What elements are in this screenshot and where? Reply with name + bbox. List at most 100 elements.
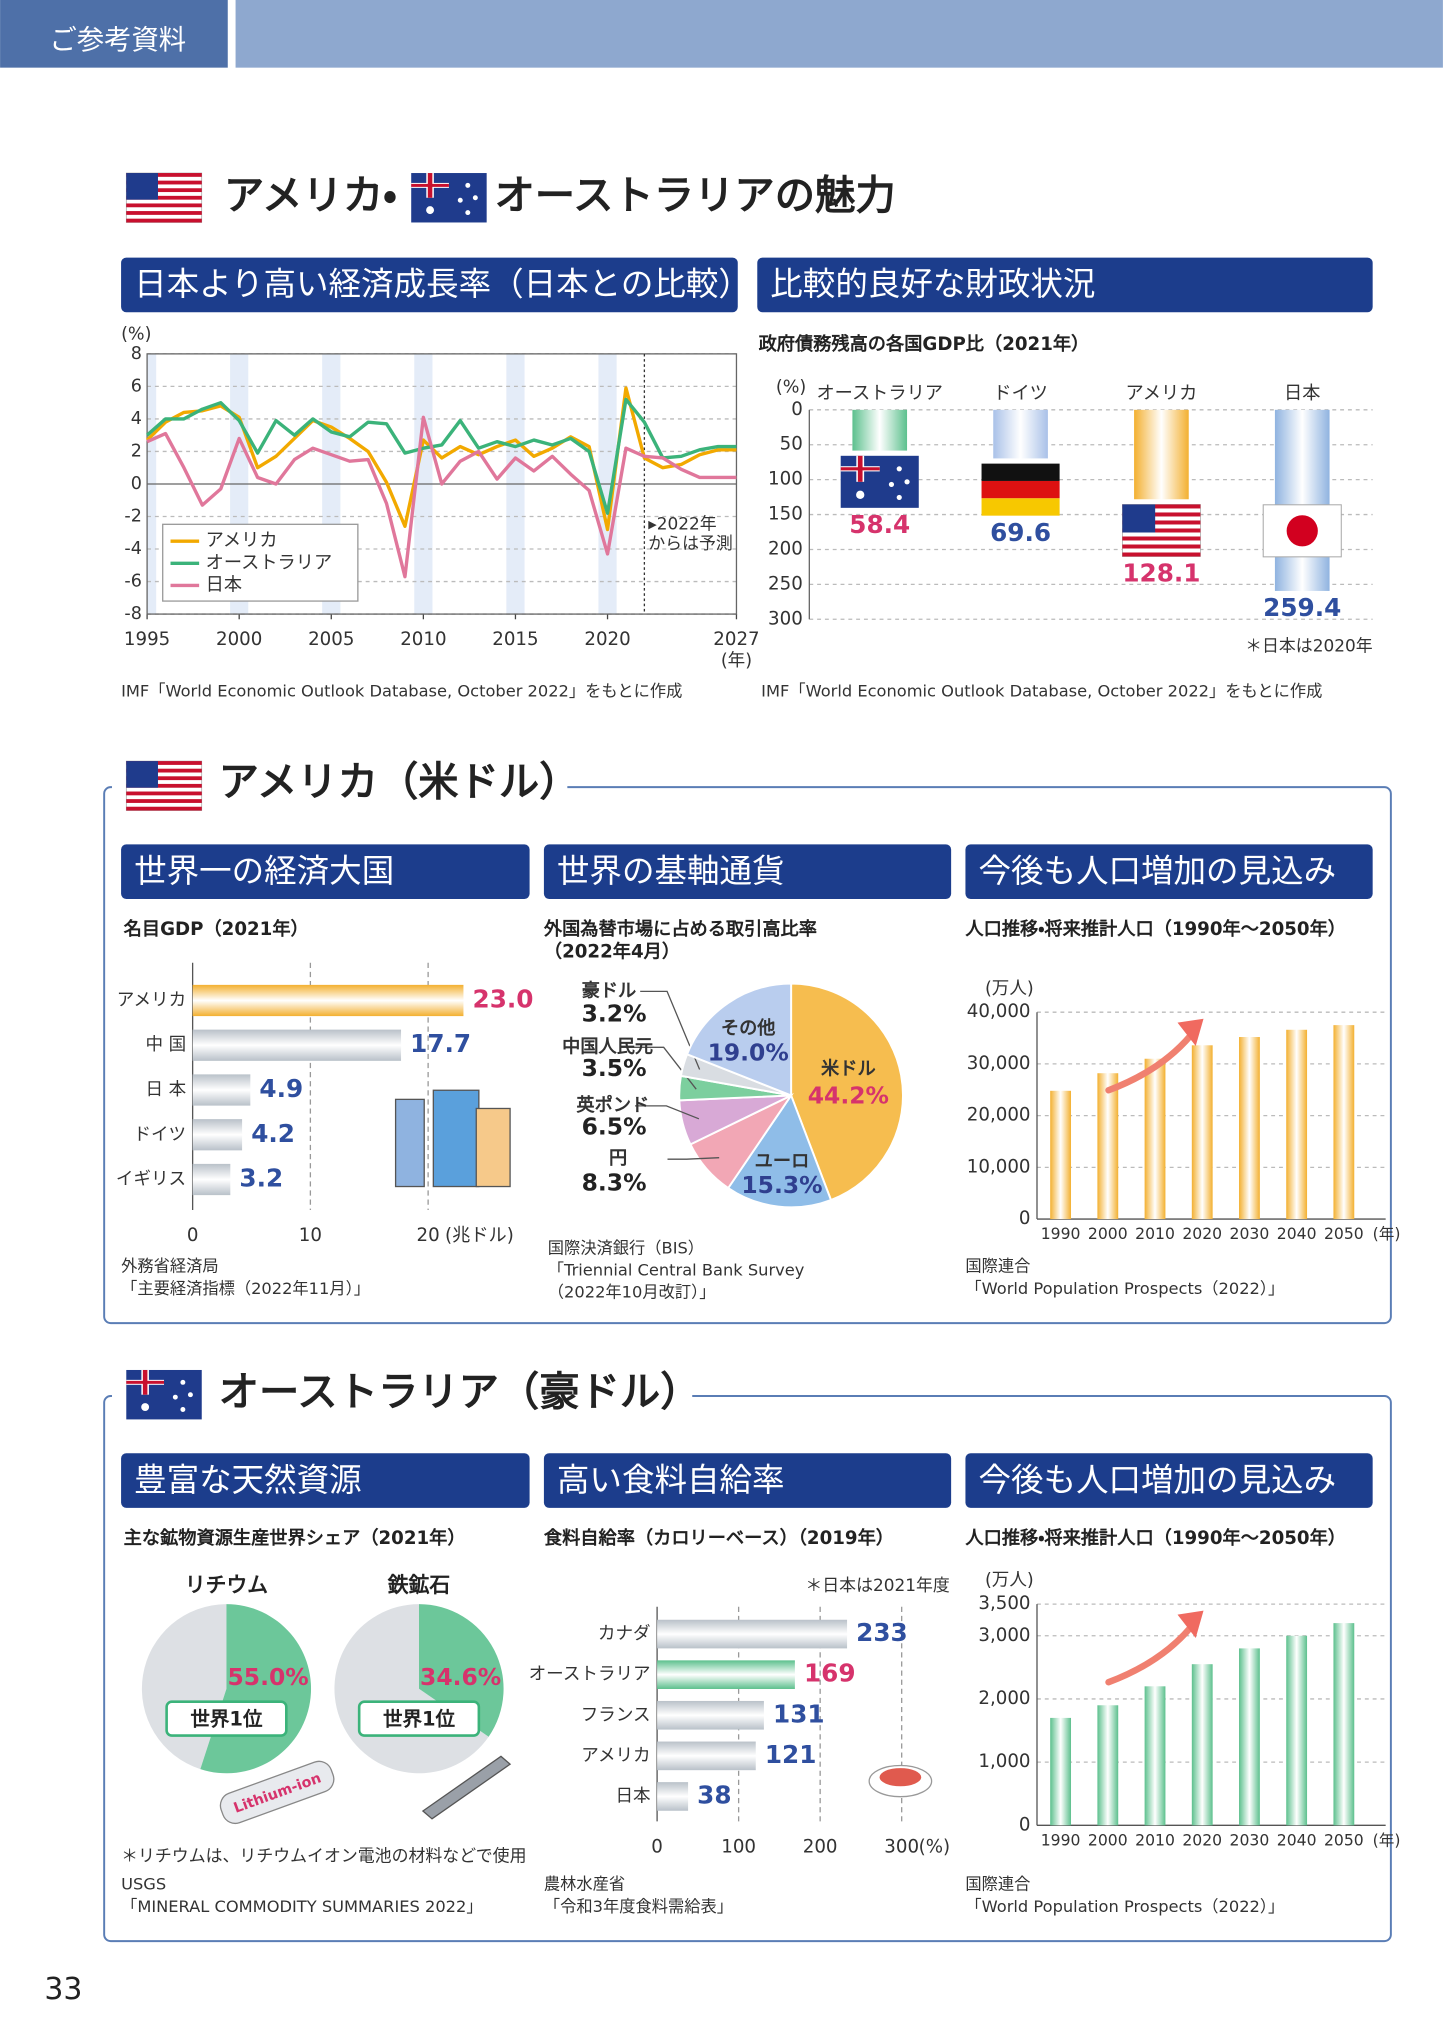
y-tick-label: アメリカ (581, 1746, 650, 1766)
flag-stripe (1122, 544, 1201, 549)
badge (357, 1700, 481, 1737)
header-bar (235, 0, 1443, 68)
bar (192, 1074, 251, 1106)
y-tick-label: 150 (768, 504, 803, 525)
subtitle: 名目GDP（2021年） (123, 918, 309, 940)
page-title: オーストラリアの魅力 (494, 172, 895, 219)
pie-value-label: 19.0% (708, 1038, 789, 1066)
pie-category-label: 豪ドル (582, 979, 637, 1001)
subtitle: 外国為替市場に占める取引高比率 (543, 918, 817, 940)
flag-star (172, 1394, 178, 1400)
line-series (145, 397, 737, 515)
badge-label: 世界1位 (190, 1707, 263, 1730)
flag-union (857, 455, 863, 482)
y-tick-label: 30,000 (967, 1053, 1031, 1074)
source: IMF「World Economic Outlook Database, Oct… (761, 682, 1322, 701)
pie-slice (790, 982, 904, 1202)
y-tick-label: 250 (768, 573, 803, 594)
flag (125, 760, 203, 811)
y-tick-label: 300 (768, 608, 803, 629)
battery (219, 1760, 335, 1825)
plot-frame (146, 353, 738, 615)
pie-title: 鉄鉱石 (387, 1573, 450, 1597)
flag-stripe (126, 761, 202, 765)
x-tick-label: 2020 (1182, 1225, 1222, 1243)
data-label: 38 (697, 1780, 731, 1809)
note: ＊日本は2021年度 (805, 1575, 950, 1595)
bar (1239, 1037, 1260, 1220)
source: 「令和3年度食料需給表」 (544, 1897, 733, 1916)
bar (1050, 1090, 1072, 1220)
flag-band (981, 480, 1060, 499)
y-tick-label: 50 (780, 434, 803, 455)
bar (1134, 409, 1189, 500)
flag-canton (126, 173, 158, 200)
y-tick-label: 3,000 (978, 1625, 1030, 1646)
bar (1050, 1717, 1072, 1826)
subtitle: （2022年4月） (544, 940, 680, 962)
flag (840, 455, 919, 508)
bar (192, 984, 464, 1017)
pie-slice (685, 982, 793, 1097)
pie-value-label: 6.5% (582, 1112, 647, 1140)
y-tick-label: -2 (124, 507, 141, 527)
data-label: 23.0 (473, 984, 534, 1013)
data-label: 131 (773, 1699, 825, 1728)
annotation: からは予測 (648, 533, 733, 553)
x-tick-label: 2015 (492, 629, 538, 650)
flag-stripe (126, 195, 202, 200)
heading-box (965, 1453, 1373, 1508)
flag-band (981, 498, 1060, 516)
bar (852, 409, 908, 451)
pie-category-label: 米ドル (821, 1057, 876, 1079)
bar (1144, 1058, 1166, 1220)
heading-text: 世界の基軸通貨 (557, 852, 785, 890)
y-tick-label: 中 国 (145, 1035, 186, 1055)
flag-stripe (126, 180, 202, 185)
y-tick-label: 0 (1019, 1208, 1031, 1229)
data-label: 3.2 (239, 1164, 283, 1193)
leader-line (634, 1105, 700, 1120)
heading-text: 比較的良好な財政状況 (770, 265, 1095, 303)
flag-sun (1286, 515, 1318, 547)
pie-category-label: 円 (609, 1148, 627, 1169)
heading-box (757, 257, 1373, 313)
y-axis-label: (万人) (985, 979, 1034, 999)
pie-title: リチウム (185, 1573, 268, 1597)
building (432, 1089, 480, 1188)
x-tick-label: 2020 (1182, 1831, 1222, 1849)
flag-stripe (1122, 504, 1201, 509)
source: 「World Population Prospects（2022）」 (965, 1279, 1284, 1298)
pie-value-label: 8.3% (582, 1168, 647, 1196)
line-series (146, 415, 737, 579)
data-label: 69.6 (990, 518, 1051, 547)
building (475, 1107, 511, 1188)
heading-box (543, 1453, 952, 1508)
source: 農林水産省 (544, 1875, 625, 1894)
x-tick-label: 2000 (216, 629, 262, 650)
flag-star (472, 195, 478, 201)
x-tick-label: 2040 (1277, 1225, 1317, 1243)
flag (1262, 504, 1342, 558)
page-number: 33 (44, 1972, 82, 2007)
section-title-bg (111, 1369, 693, 1423)
flag-stripe (126, 806, 202, 811)
y-tick-label: 6 (131, 376, 142, 396)
bar (1286, 1029, 1308, 1220)
y-tick-label: アメリカ (117, 990, 186, 1010)
x-tick-label: 2010 (1135, 1831, 1175, 1849)
trend-arrowhead (1177, 1018, 1204, 1047)
bar (1191, 1045, 1213, 1220)
y-tick-label: 2 (131, 441, 142, 461)
y-tick-label: 3,500 (978, 1593, 1030, 1614)
data-label: 233 (856, 1618, 908, 1647)
x-tick-label: 200 (803, 1836, 838, 1857)
source: 「Triennial Central Bank Survey (548, 1261, 805, 1280)
source: （2022年10月改訂）」 (548, 1283, 716, 1302)
note: ＊日本は2020年 (1245, 636, 1373, 656)
trend-arrowhead (1177, 1610, 1204, 1638)
bar (657, 1782, 689, 1811)
pie-value-label: 3.2% (582, 999, 647, 1027)
source: USGS (121, 1875, 166, 1894)
